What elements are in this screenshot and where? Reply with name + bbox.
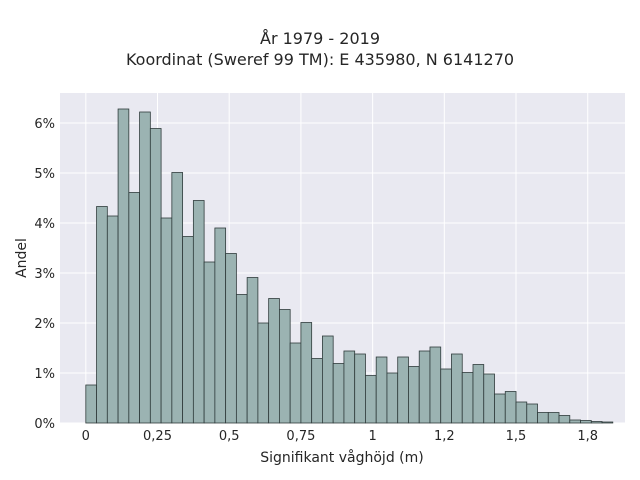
histogram-bar <box>300 322 313 424</box>
y-tick-labels: 0% 1% 2% 3% 4% 5% 6% <box>34 117 55 432</box>
histogram-bar <box>365 375 377 424</box>
histogram-bar <box>483 373 495 424</box>
histogram-bar <box>96 206 108 424</box>
x-tick-label: 0,25 <box>143 429 172 444</box>
histogram-bar <box>547 412 560 424</box>
histogram-bar <box>203 261 216 424</box>
x-tick-label: 0,75 <box>286 429 315 444</box>
histogram-bar <box>214 227 227 424</box>
histogram-bar <box>128 192 140 424</box>
histogram-bar <box>246 277 259 424</box>
histogram-bar <box>85 384 97 424</box>
x-tick-label: 1 <box>368 429 376 444</box>
histogram-bar <box>139 111 151 424</box>
x-tick-label: 1,8 <box>577 429 598 444</box>
histogram-bar <box>429 346 442 424</box>
y-tick-label: 0% <box>34 417 55 432</box>
histogram-bar <box>558 415 571 424</box>
chart-title: År 1979 - 2019 <box>260 29 380 48</box>
chart-subtitle: Koordinat (Sweref 99 TM): E 435980, N 61… <box>125 50 515 69</box>
y-tick-label: 3% <box>34 267 55 282</box>
histogram-bar <box>386 372 399 424</box>
histogram-bar <box>354 353 366 424</box>
histogram-bar <box>590 421 603 424</box>
histogram-bar <box>515 401 528 424</box>
histogram-bar <box>257 322 270 424</box>
histogram-bar <box>149 128 162 424</box>
x-tick-label: 1,2 <box>434 429 455 444</box>
histogram-bar <box>289 342 302 424</box>
x-tick-labels: 0 0,25 0,5 0,75 1 1,2 1,5 1,8 <box>82 429 598 444</box>
histogram-bar <box>225 253 237 424</box>
histogram-bar <box>375 356 388 424</box>
y-tick-label: 6% <box>34 117 55 132</box>
x-axis-label: Signifikant våghöjd (m) <box>260 449 423 466</box>
y-tick-label: 5% <box>34 167 55 182</box>
histogram-bar <box>397 356 409 424</box>
y-tick-label: 4% <box>34 217 55 232</box>
histogram-bar <box>601 421 614 424</box>
histogram-bar <box>440 368 452 424</box>
histogram-bar <box>160 217 173 424</box>
histogram-bar <box>494 393 506 424</box>
histogram-bar <box>472 364 485 424</box>
histogram-bar <box>451 353 463 424</box>
x-tick-label: 0 <box>82 429 90 444</box>
histogram-bar <box>580 420 592 424</box>
histogram-bar <box>408 366 420 424</box>
histogram-bar <box>235 294 248 424</box>
histogram-bar <box>418 350 431 424</box>
histogram-bar <box>182 236 194 424</box>
y-tick-label: 2% <box>34 317 55 332</box>
histogram-bar <box>268 298 280 424</box>
y-tick-label: 1% <box>34 367 55 382</box>
y-axis-label: Andel <box>14 238 30 278</box>
histogram-bar <box>526 403 538 424</box>
histogram-bar <box>504 391 517 424</box>
grid-lines <box>60 93 625 424</box>
histogram-bar <box>311 358 323 424</box>
histogram-bar <box>106 215 119 424</box>
bars-group <box>85 108 614 424</box>
histogram-bar <box>569 419 581 424</box>
histogram-bar <box>537 412 549 424</box>
histogram-bar <box>192 200 205 424</box>
x-tick-label: 1,5 <box>506 429 527 444</box>
histogram-bar <box>322 335 334 424</box>
histogram-bar <box>171 172 184 424</box>
histogram-bar <box>461 372 474 424</box>
x-tick-label: 0,5 <box>219 429 240 444</box>
histogram-bar <box>117 108 130 424</box>
histogram-bar <box>343 350 356 424</box>
histogram-bar <box>332 363 345 424</box>
histogram-bar <box>279 309 291 424</box>
